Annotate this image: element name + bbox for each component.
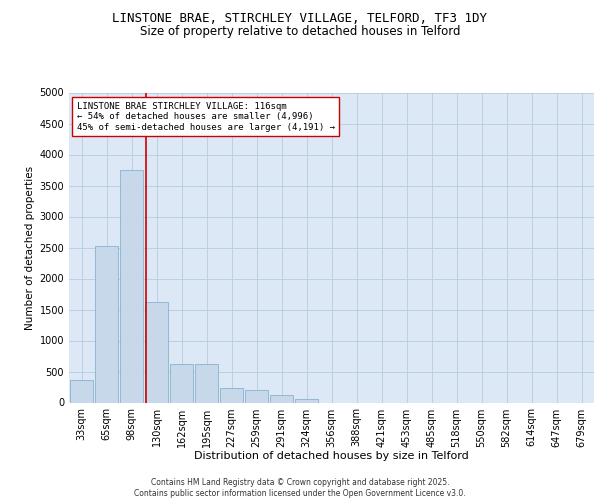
Bar: [220, 388, 244, 402]
Text: LINSTONE BRAE, STIRCHLEY VILLAGE, TELFORD, TF3 1DY: LINSTONE BRAE, STIRCHLEY VILLAGE, TELFOR…: [113, 12, 487, 26]
Bar: [295, 399, 319, 402]
Bar: [170, 364, 193, 403]
Bar: [119, 170, 143, 402]
Text: Contains HM Land Registry data © Crown copyright and database right 2025.
Contai: Contains HM Land Registry data © Crown c…: [134, 478, 466, 498]
X-axis label: Distribution of detached houses by size in Telford: Distribution of detached houses by size …: [194, 451, 469, 461]
Bar: [95, 246, 118, 402]
Text: LINSTONE BRAE STIRCHLEY VILLAGE: 116sqm
← 54% of detached houses are smaller (4,: LINSTONE BRAE STIRCHLEY VILLAGE: 116sqm …: [77, 102, 335, 132]
Bar: [269, 395, 293, 402]
Bar: [70, 380, 94, 402]
Bar: [245, 390, 268, 402]
Bar: [145, 302, 169, 402]
Y-axis label: Number of detached properties: Number of detached properties: [25, 166, 35, 330]
Bar: [194, 364, 218, 403]
Text: Size of property relative to detached houses in Telford: Size of property relative to detached ho…: [140, 25, 460, 38]
